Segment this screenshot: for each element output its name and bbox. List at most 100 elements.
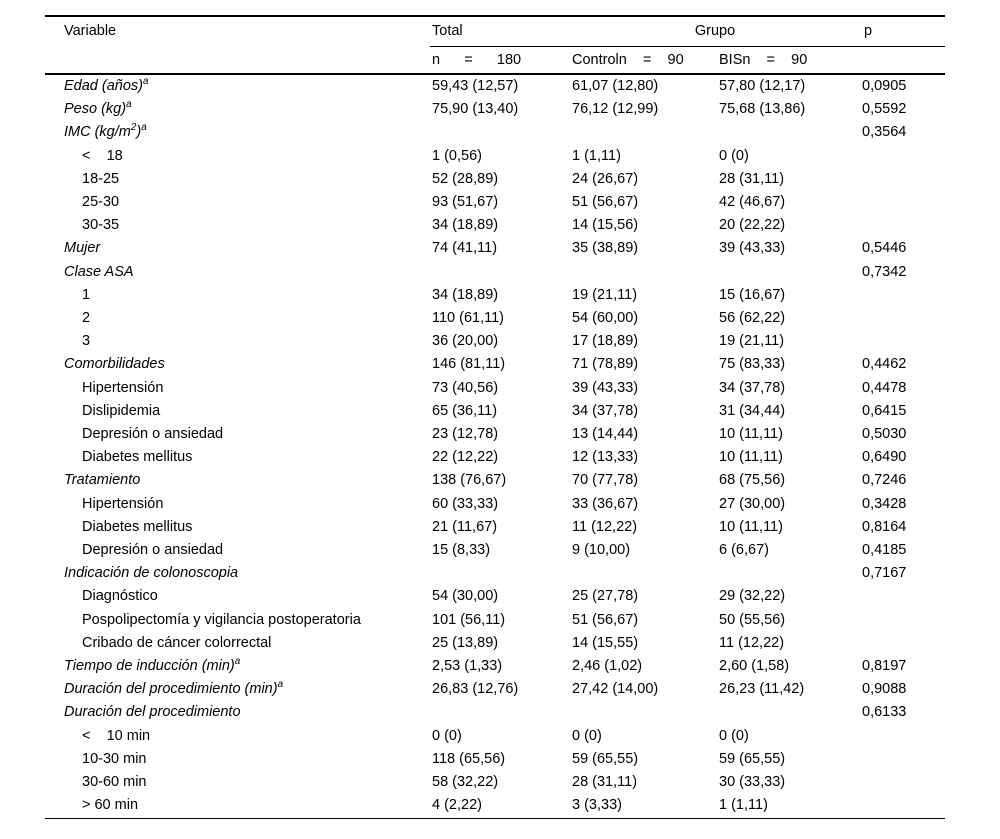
bis-cell: 20 (22,22) (719, 217, 786, 234)
p-value-cell: 0,6133 (862, 704, 907, 721)
variable-cell: Duración del procedimiento (min)a (64, 679, 284, 698)
control-cell (570, 121, 717, 144)
table-row: Comorbilidades 146 (81,11) 71 (78,89) 75 (8… (45, 353, 945, 376)
total-cell: 146 (81,11) (432, 356, 506, 373)
control-cell: 11 (12,22) (572, 518, 638, 535)
p-value-cell: 0,3564 (862, 124, 907, 141)
control-cell: 24 (26,67) (572, 170, 639, 187)
total-cell: 93 (51,67) (432, 194, 499, 211)
variable-cell: Diabetes mellitus (82, 449, 193, 466)
bis-cell: 0 (0) (719, 147, 749, 164)
table-row: 18-25 52 (28,89) 24 (26,67) 28 (31,11) (45, 168, 945, 191)
bis-cell (717, 562, 860, 585)
subheader-total-n: n = 180 (430, 46, 570, 75)
control-cell: 70 (77,78) (572, 472, 639, 489)
variable-cell: 3 (82, 333, 91, 350)
bis-cell: 11 (12,22) (719, 634, 785, 651)
control-cell: 1 (1,11) (572, 147, 621, 164)
table-row: Hipertensión 73 (40,56) 39 (43,33) 34 (37,7… (45, 377, 945, 400)
table-row: Cribado de cáncer colorrectal 25 (13,89) 1… (45, 632, 945, 655)
table-row: Indicación de colonoscopia 0,7167 (45, 562, 945, 585)
variable-cell: Depresión o ansiedad (82, 426, 224, 443)
table-row: Peso (kg)a 75,90 (13,40) 76,12 (12,99) 75,6… (45, 98, 945, 121)
header-row-2: n = 180 Controln = 90 BISn = 90 (45, 46, 945, 75)
control-cell: 33 (36,67) (572, 495, 639, 512)
bis-cell: 26,23 (11,42) (719, 681, 805, 698)
bis-cell: 19 (21,11) (719, 333, 785, 350)
table-row: Tratamiento 138 (76,67) 70 (77,78) 68 (75,5… (45, 469, 945, 492)
p-value-cell (860, 284, 945, 307)
control-cell: 54 (60,00) (572, 310, 639, 327)
variable-cell: 30-35 (82, 217, 120, 234)
variable-cell: Clase ASA (64, 263, 134, 280)
variable-cell: Duración del procedimiento (64, 704, 241, 721)
bis-cell: 57,80 (12,17) (719, 78, 806, 94)
col-header-total: Total (430, 16, 570, 47)
p-value-cell: 0,0905 (862, 78, 907, 94)
p-value-cell (860, 307, 945, 330)
total-cell: 36 (20,00) (432, 333, 499, 350)
p-value-cell (860, 191, 945, 214)
bis-cell: 28 (31,11) (719, 170, 785, 187)
variable-cell: 30-60 min (82, 774, 147, 791)
total-cell: 59,43 (12,57) (432, 78, 519, 94)
total-cell: 15 (8,33) (432, 542, 491, 559)
variable-cell: < 10 min (82, 727, 151, 744)
p-value-cell: 0,7342 (862, 263, 907, 280)
total-cell: 26,83 (12,76) (432, 681, 519, 698)
table-row: Dislipidemia 65 (36,11) 34 (37,78) 31 (34,4… (45, 400, 945, 423)
variable-cell: 1 (82, 286, 91, 303)
control-cell: 39 (43,33) (572, 379, 639, 396)
control-cell: 19 (21,11) (572, 286, 638, 303)
bis-cell: 10 (11,11) (719, 426, 783, 443)
control-cell: 61,07 (12,80) (572, 78, 659, 94)
control-cell: 27,42 (14,00) (572, 681, 659, 698)
total-cell: 65 (36,11) (432, 402, 498, 419)
table-container: Variable Total Grupo p n = 180 Controln … (45, 15, 945, 819)
p-value-cell (860, 748, 945, 771)
p-value-cell (860, 330, 945, 353)
control-cell: 35 (38,89) (572, 240, 639, 257)
control-cell: 28 (31,11) (572, 774, 638, 791)
subheader-control-n: Controln = 90 (570, 46, 717, 75)
bis-cell: 27 (30,00) (719, 495, 786, 512)
p-value-cell (860, 168, 945, 191)
total-cell: 1 (0,56) (432, 147, 482, 164)
table-row: Duración del procedimiento 0,6133 (45, 701, 945, 724)
p-value-cell: 0,5446 (862, 240, 907, 257)
bis-cell: 0 (0) (719, 727, 749, 744)
bis-cell: 1 (1,11) (719, 797, 768, 814)
bis-cell: 75 (83,33) (719, 356, 786, 373)
col-header-p: p (860, 16, 945, 47)
bis-cell: 50 (55,56) (719, 611, 786, 628)
total-cell (430, 701, 570, 724)
p-value-cell (860, 632, 945, 655)
control-cell: 13 (14,44) (572, 426, 639, 443)
table-row: Hipertensión 60 (33,33) 33 (36,67) 27 (30,0… (45, 493, 945, 516)
bis-cell (717, 121, 860, 144)
control-cell: 59 (65,55) (572, 750, 639, 767)
control-cell: 14 (15,56) (572, 217, 639, 234)
variable-cell: 18-25 (82, 170, 120, 187)
control-cell: 2,46 (1,02) (572, 658, 643, 675)
control-cell: 51 (56,67) (572, 611, 639, 628)
table-row: 10-30 min 118 (65,56) 59 (65,55) 59 (65,55) (45, 748, 945, 771)
table-header: Variable Total Grupo p n = 180 Controln … (45, 16, 945, 75)
bis-cell: 56 (62,22) (719, 310, 786, 327)
variable-cell: Tiempo de inducción (min)a (64, 656, 241, 675)
p-value-cell: 0,4478 (862, 379, 907, 396)
total-cell: 52 (28,89) (432, 170, 499, 187)
p-value-cell (860, 794, 945, 818)
table-row: Depresión o ansiedad 23 (12,78) 13 (14,44)… (45, 423, 945, 446)
bis-cell: 30 (33,33) (719, 774, 786, 791)
control-cell: 0 (0) (572, 727, 602, 744)
variable-cell: > 60 min (82, 797, 139, 814)
variable-cell: Edad (años)a (64, 76, 149, 94)
variable-cell: Pospolipectomía y vigilancia postoperato… (82, 611, 361, 628)
bis-cell: 15 (16,67) (719, 286, 786, 303)
variable-cell: Indicación de colonoscopia (64, 565, 239, 582)
p-value-cell: 0,4185 (862, 542, 907, 559)
table-row: Edad (años)a 59,43 (12,57) 61,07 (12,80) 57… (45, 74, 945, 98)
total-cell: 0 (0) (432, 727, 462, 744)
p-value-cell: 0,9088 (862, 681, 907, 698)
